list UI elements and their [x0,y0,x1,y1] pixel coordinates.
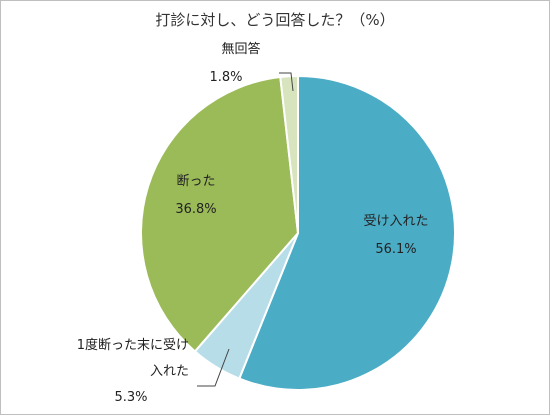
value-label: 56.1% [375,242,417,257]
slice-label: 1度断った末に受け入れた [76,338,189,379]
pie-slice [140,75,300,353]
chart-title: 打診に対し、どう回答した？（%） [155,11,395,29]
pie-slice [237,74,456,391]
value-label: 36.8% [175,202,217,217]
leader-line [197,348,230,387]
leader-line [279,72,294,92]
pie-slice [279,74,299,234]
value-label: 5.3% [114,390,148,405]
slice-label: 受け入れた [363,214,429,229]
value-label: 1.8% [209,70,243,85]
slice-label: 無回答 [221,42,261,57]
slice-label: 断った [176,174,216,189]
